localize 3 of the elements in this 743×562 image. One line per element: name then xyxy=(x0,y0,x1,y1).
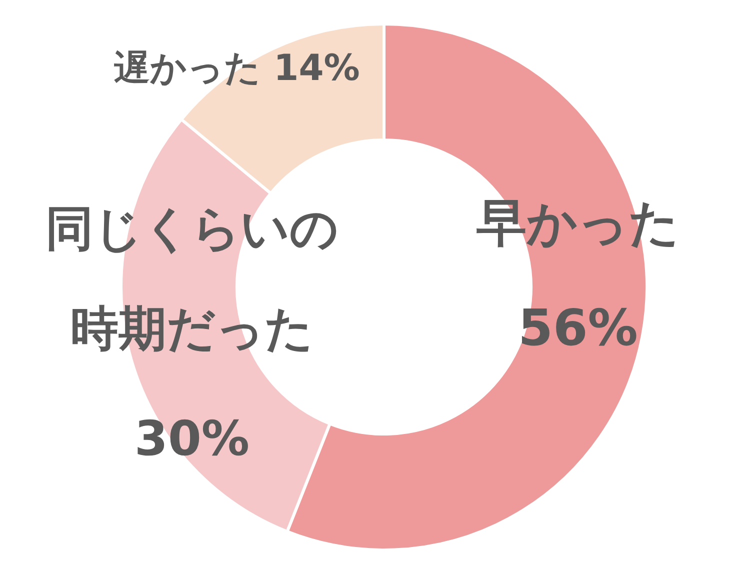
slice-label: 同じくらいの時期だった xyxy=(46,201,338,357)
data-label: 30% xyxy=(134,411,250,467)
slice-label: 遅かった 14% xyxy=(114,48,360,89)
